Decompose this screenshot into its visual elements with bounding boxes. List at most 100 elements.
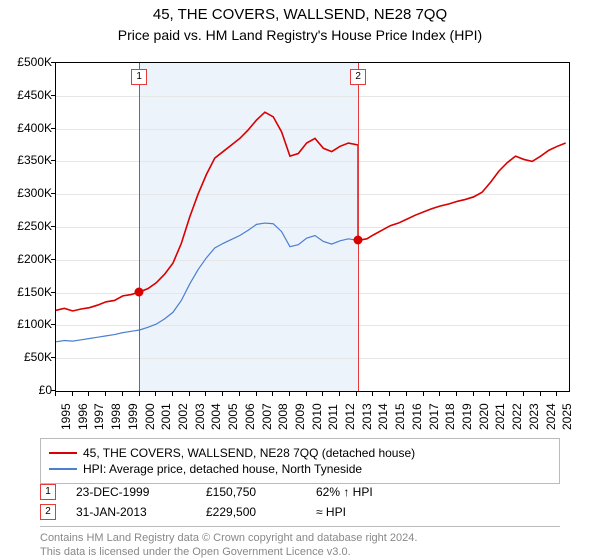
x-tick-mark	[239, 392, 240, 396]
legend-row: HPI: Average price, detached house, Nort…	[49, 461, 551, 477]
chart-title: 45, THE COVERS, WALLSEND, NE28 7QQ	[0, 6, 600, 23]
x-tick-mark	[272, 392, 273, 396]
x-tick-mark	[473, 392, 474, 396]
event-pct: ≈ HPI	[316, 505, 406, 519]
x-tick-label: 2025	[560, 403, 574, 430]
x-tick-mark	[155, 392, 156, 396]
footer-line1: Contains HM Land Registry data © Crown c…	[40, 531, 560, 545]
legend-row: 45, THE COVERS, WALLSEND, NE28 7QQ (deta…	[49, 445, 551, 461]
y-tick-mark	[51, 62, 55, 63]
x-tick-mark	[256, 392, 257, 396]
plot-area: 12	[55, 62, 570, 392]
event-price: £229,500	[206, 505, 296, 519]
event-vline	[139, 63, 140, 391]
x-tick-mark	[172, 392, 173, 396]
event-marker-box: 1	[131, 69, 147, 85]
y-tick-label: £0	[4, 383, 52, 397]
y-tick-label: £300K	[4, 186, 52, 200]
x-tick-label: 2017	[427, 403, 441, 430]
y-tick-label: £200K	[4, 252, 52, 266]
event-marker-box: 2	[350, 69, 366, 85]
y-tick-mark	[51, 292, 55, 293]
x-tick-label: 2021	[493, 403, 507, 430]
x-tick-label: 2022	[510, 403, 524, 430]
x-tick-mark	[540, 392, 541, 396]
legend-label: HPI: Average price, detached house, Nort…	[83, 461, 362, 477]
x-tick-label: 2009	[293, 403, 307, 430]
x-tick-mark	[55, 392, 56, 396]
x-tick-label: 1997	[92, 403, 106, 430]
x-tick-label: 2014	[376, 403, 390, 430]
y-tick-label: £250K	[4, 219, 52, 233]
x-tick-mark	[523, 392, 524, 396]
y-tick-label: £50K	[4, 350, 52, 364]
x-tick-mark	[423, 392, 424, 396]
x-tick-mark	[289, 392, 290, 396]
event-row: 1 23-DEC-1999 £150,750 62% ↑ HPI	[40, 482, 560, 502]
y-tick-label: £150K	[4, 285, 52, 299]
x-tick-label: 2002	[176, 403, 190, 430]
footer-line2: This data is licensed under the Open Gov…	[40, 545, 560, 559]
legend-label: 45, THE COVERS, WALLSEND, NE28 7QQ (deta…	[83, 445, 415, 461]
x-tick-mark	[372, 392, 373, 396]
event-price-dot	[135, 288, 144, 297]
y-tick-label: £100K	[4, 317, 52, 331]
event-date: 31-JAN-2013	[76, 505, 186, 519]
x-tick-label: 1995	[59, 403, 73, 430]
x-tick-mark	[406, 392, 407, 396]
x-tick-label: 2020	[477, 403, 491, 430]
x-tick-label: 2004	[209, 403, 223, 430]
x-tick-mark	[456, 392, 457, 396]
x-tick-label: 1999	[126, 403, 140, 430]
chart-subtitle: Price paid vs. HM Land Registry's House …	[0, 27, 600, 43]
x-tick-mark	[122, 392, 123, 396]
y-tick-mark	[51, 357, 55, 358]
legend-box: 45, THE COVERS, WALLSEND, NE28 7QQ (deta…	[40, 438, 560, 484]
x-tick-mark	[72, 392, 73, 396]
y-tick-mark	[51, 193, 55, 194]
x-tick-label: 2010	[310, 403, 324, 430]
y-tick-mark	[51, 128, 55, 129]
x-tick-label: 2003	[193, 403, 207, 430]
y-tick-mark	[51, 226, 55, 227]
x-tick-mark	[339, 392, 340, 396]
x-tick-mark	[356, 392, 357, 396]
y-tick-mark	[51, 324, 55, 325]
y-tick-label: £450K	[4, 88, 52, 102]
x-tick-mark	[389, 392, 390, 396]
x-tick-label: 1998	[109, 403, 123, 430]
x-tick-mark	[306, 392, 307, 396]
y-tick-mark	[51, 390, 55, 391]
y-tick-label: £350K	[4, 153, 52, 167]
y-tick-mark	[51, 259, 55, 260]
y-tick-label: £400K	[4, 121, 52, 135]
x-tick-mark	[139, 392, 140, 396]
legend-swatch	[49, 468, 77, 470]
event-price: £150,750	[206, 485, 296, 499]
event-date: 23-DEC-1999	[76, 485, 186, 499]
x-tick-mark	[506, 392, 507, 396]
event-vline	[358, 63, 359, 391]
x-tick-label: 2007	[260, 403, 274, 430]
y-tick-mark	[51, 95, 55, 96]
x-tick-label: 2008	[276, 403, 290, 430]
x-tick-label: 2024	[544, 403, 558, 430]
event-price-dot	[354, 236, 363, 245]
plot-svg	[56, 63, 569, 391]
x-tick-label: 2023	[527, 403, 541, 430]
event-number-box: 1	[40, 484, 56, 500]
x-tick-mark	[105, 392, 106, 396]
x-tick-label: 2006	[243, 403, 257, 430]
y-tick-mark	[51, 160, 55, 161]
x-tick-label: 2012	[343, 403, 357, 430]
event-number-box: 2	[40, 504, 56, 520]
legend-swatch	[49, 452, 77, 454]
footer-attribution: Contains HM Land Registry data © Crown c…	[40, 526, 560, 559]
event-pct: 62% ↑ HPI	[316, 485, 406, 499]
event-row: 2 31-JAN-2013 £229,500 ≈ HPI	[40, 502, 560, 522]
series-line	[56, 223, 358, 342]
x-tick-label: 2000	[143, 403, 157, 430]
x-tick-mark	[222, 392, 223, 396]
x-tick-mark	[489, 392, 490, 396]
x-tick-label: 2011	[326, 404, 340, 430]
